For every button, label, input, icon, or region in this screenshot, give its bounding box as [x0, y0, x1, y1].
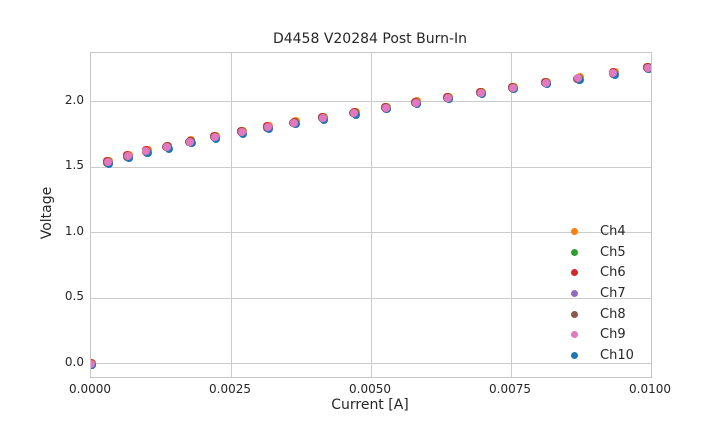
- data-point-ch9: [263, 123, 272, 132]
- x-tick-label: 0.0075: [489, 382, 531, 396]
- y-tick-label: 1.0: [64, 223, 84, 238]
- data-point-ch9: [290, 118, 299, 127]
- y-tick-label: 1.5: [64, 158, 84, 173]
- data-point-ch9: [411, 98, 420, 107]
- legend-label: Ch10: [600, 347, 634, 363]
- legend-marker-icon: [571, 351, 578, 359]
- gridline-horizontal: [91, 101, 651, 103]
- data-point-ch9: [237, 127, 246, 136]
- data-point-ch9: [163, 142, 172, 151]
- x-tick-label: 0.0025: [209, 382, 251, 396]
- legend-label: Ch5: [600, 244, 626, 260]
- legend-item-ch8: Ch8: [571, 304, 634, 325]
- legend-label: Ch6: [600, 265, 626, 281]
- y-tick-label: 0.5: [64, 289, 84, 304]
- gridline-horizontal: [91, 297, 651, 299]
- legend-item-ch9: Ch9: [571, 324, 634, 345]
- legend-marker-icon: [571, 289, 578, 297]
- gridline-horizontal: [91, 166, 651, 168]
- data-point-ch9: [350, 108, 359, 117]
- data-point-ch9: [318, 113, 327, 122]
- x-tick-label: 0.0050: [349, 382, 391, 396]
- legend-marker-icon: [571, 269, 578, 277]
- legend-label: Ch7: [600, 285, 626, 301]
- legend-label: Ch9: [600, 327, 626, 343]
- plot-area: Ch4 Ch5 Ch6 Ch7 Ch8 Ch9 Ch10: [90, 52, 652, 378]
- data-point-ch9: [142, 147, 151, 156]
- gridline-horizontal: [91, 232, 651, 234]
- y-tick-label: 2.0: [64, 92, 84, 107]
- legend-marker-icon: [571, 310, 578, 318]
- x-tick-label: 0.0000: [69, 382, 111, 396]
- data-point-ch9: [443, 93, 452, 102]
- data-point-ch9: [381, 103, 390, 112]
- legend: Ch4 Ch5 Ch6 Ch7 Ch8 Ch9 Ch10: [571, 221, 634, 366]
- y-axis-label: Voltage: [39, 186, 55, 240]
- legend-label: Ch8: [600, 306, 626, 322]
- x-axis-label: Current [A]: [331, 397, 409, 413]
- y-tick-label: 0.0: [64, 354, 84, 369]
- data-point-ch9: [643, 63, 651, 72]
- data-point-ch9: [210, 132, 219, 141]
- legend-marker-icon: [571, 227, 578, 235]
- gridline-vertical: [510, 53, 512, 377]
- data-point-ch9: [103, 158, 112, 166]
- data-point-ch9: [476, 88, 485, 97]
- gridline-horizontal: [91, 363, 651, 365]
- gridline-vertical: [230, 53, 232, 377]
- legend-item-ch6: Ch6: [571, 262, 634, 283]
- data-point-ch9: [541, 78, 550, 87]
- legend-item-ch5: Ch5: [571, 242, 634, 263]
- legend-marker-icon: [571, 248, 578, 256]
- legend-label: Ch4: [600, 223, 626, 239]
- data-point-ch9: [186, 137, 195, 146]
- legend-item-ch4: Ch4: [571, 221, 634, 242]
- x-tick-label: 0.0100: [629, 382, 671, 396]
- chart-title: D4458 V20284 Post Burn-In: [272, 31, 468, 47]
- data-point-ch9: [91, 359, 95, 368]
- legend-item-ch7: Ch7: [571, 283, 634, 304]
- data-point-ch9: [609, 69, 618, 78]
- gridline-vertical: [370, 53, 372, 377]
- data-point-ch9: [123, 152, 132, 161]
- data-point-ch9: [508, 83, 517, 92]
- legend-marker-icon: [571, 331, 578, 339]
- legend-item-ch10: Ch10: [571, 345, 634, 366]
- data-point-ch9: [574, 74, 583, 83]
